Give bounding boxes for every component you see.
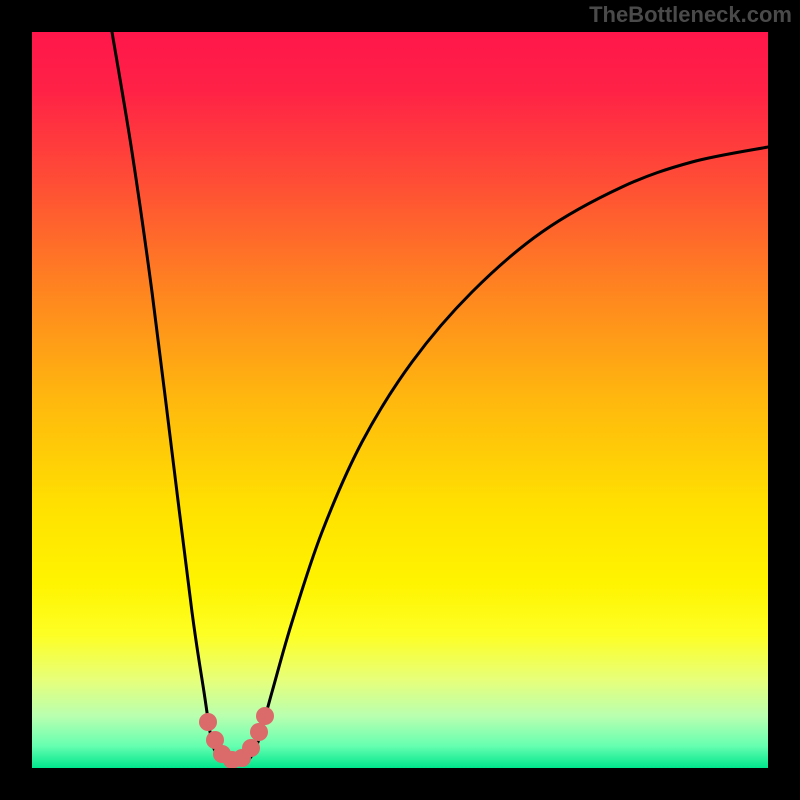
- watermark-text: TheBottleneck.com: [589, 2, 792, 28]
- marker-dot: [242, 739, 260, 757]
- plot-area: [32, 32, 768, 768]
- gradient-background: [32, 32, 768, 768]
- marker-dot: [250, 723, 268, 741]
- chart-frame: TheBottleneck.com: [0, 0, 800, 800]
- bottleneck-chart: [32, 32, 768, 768]
- marker-dot: [256, 707, 274, 725]
- marker-dot: [199, 713, 217, 731]
